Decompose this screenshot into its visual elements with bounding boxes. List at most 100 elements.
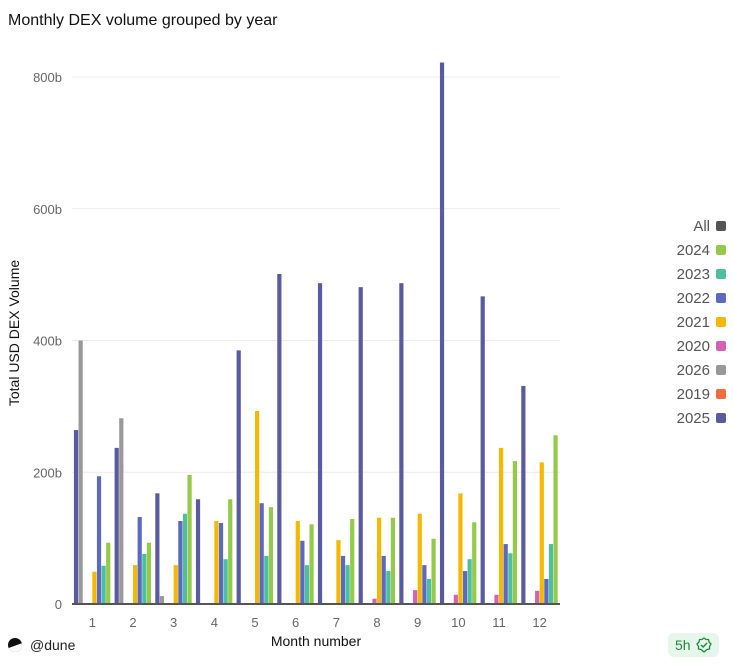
bar-2022-month-3 [178, 520, 183, 604]
bar-2024-month-2 [146, 542, 151, 604]
legend-item-2023[interactable]: 2023 [640, 262, 726, 286]
x-tick-label: 10 [451, 615, 465, 630]
bar-2024-month-10 [472, 522, 477, 604]
brand-label: @dune [30, 637, 76, 653]
bar-2021-month-3 [173, 565, 178, 604]
bar-2026-month-2 [119, 418, 124, 604]
bar-2021-month-4 [214, 520, 219, 604]
bar-2023-month-4 [223, 559, 228, 604]
chart-title: Monthly DEX volume grouped by year [8, 12, 278, 29]
bar-2021-month-12 [539, 462, 544, 604]
x-tick-label: 4 [211, 615, 218, 630]
legend-label: 2024 [676, 241, 710, 259]
x-tick-label: 11 [492, 615, 506, 630]
dune-logo[interactable]: @dune [8, 637, 75, 653]
legend-item-2024[interactable]: 2024 [640, 238, 726, 262]
bar-2024-month-7 [350, 519, 355, 604]
legend-item-2022[interactable]: 2022 [640, 286, 726, 310]
legend-label: 2025 [676, 409, 710, 427]
x-tick-label: 5 [251, 615, 258, 630]
bar-2022-month-10 [462, 571, 468, 604]
bar-2021-month-10 [458, 493, 463, 604]
bar-2025-month-9 [399, 283, 404, 604]
bar-2025-month-4 [195, 499, 201, 604]
bar-2022-month-8 [381, 555, 386, 604]
bar-2022-month-9 [422, 565, 427, 604]
y-tick-label: 600b [33, 202, 62, 217]
y-axis-label: Total USD DEX Volume [6, 260, 22, 406]
legend-swatch [716, 317, 726, 327]
x-tick-label: 3 [170, 615, 177, 630]
legend: All 2024 2023 2022 2021 2020 2026 2019 2025 [640, 214, 726, 430]
bar-2024-month-9 [431, 538, 436, 604]
legend-label: 2021 [676, 313, 710, 331]
legend-label: 2019 [676, 385, 710, 403]
y-tick-label: 200b [33, 465, 62, 480]
legend-item-2019[interactable]: 2019 [640, 382, 726, 406]
bar-2025-month-10 [439, 62, 445, 604]
bar-2023-month-1 [101, 565, 106, 604]
bar-2023-month-9 [426, 578, 432, 604]
bar-2022-month-4 [218, 522, 224, 604]
legend-swatch [716, 293, 726, 303]
bar-2022-month-2 [137, 517, 142, 604]
bar-2024-month-4 [228, 499, 233, 604]
y-tick-label: 0 [55, 597, 62, 612]
x-axis-label: Month number [271, 633, 362, 649]
legend-label: 2020 [676, 337, 710, 355]
x-tick-label: 6 [292, 615, 299, 630]
legend-label: 2022 [676, 289, 710, 307]
bar-2022-month-12 [544, 578, 549, 604]
bar-2021-month-6 [295, 520, 300, 604]
legend-item-2020[interactable]: 2020 [640, 334, 726, 358]
bar-2022-month-11 [503, 544, 508, 604]
bar-2021-month-2 [133, 565, 138, 604]
legend-label: 2023 [676, 265, 710, 283]
x-tick-label: 1 [89, 615, 96, 630]
legend-item-2026[interactable]: 2026 [640, 358, 726, 382]
legend-item-2021[interactable]: 2021 [640, 310, 726, 334]
bar-2025-month-2 [114, 447, 119, 604]
bar-2024-month-6 [309, 524, 314, 604]
x-tick-label: 12 [532, 615, 546, 630]
bar-2024-month-12 [553, 435, 558, 604]
bar-2021-month-5 [255, 410, 260, 604]
bar-2023-month-7 [345, 565, 350, 604]
bar-2026-month-3 [159, 596, 165, 604]
bar-2023-month-5 [264, 555, 269, 604]
freshness-badge[interactable]: 5h [668, 633, 719, 657]
bar-2024-month-11 [512, 461, 517, 604]
legend-swatch [716, 389, 726, 399]
bar-2020-month-8 [372, 598, 377, 604]
y-tick-label: 400b [33, 334, 62, 349]
x-tick-label: 7 [333, 615, 340, 630]
bar-2025-month-8 [358, 287, 363, 604]
bar-2021-month-1 [92, 571, 97, 604]
bar-2025-month-1 [73, 430, 79, 604]
bar-2024-month-8 [390, 517, 395, 604]
legend-swatch [716, 269, 726, 279]
legend-item-All[interactable]: All [640, 214, 726, 238]
freshness-label: 5h [675, 637, 691, 653]
bar-2025-month-6 [277, 273, 282, 604]
check-circle-icon [695, 637, 712, 653]
bar-2024-month-3 [187, 474, 192, 604]
legend-label: 2026 [676, 361, 710, 379]
bar-2025-month-7 [317, 283, 323, 604]
y-tick-label: 800b [33, 70, 62, 85]
bar-2024-month-5 [268, 507, 273, 604]
bar-2020-month-11 [494, 594, 499, 604]
bar-2022-month-1 [96, 476, 102, 604]
legend-item-2025[interactable]: 2025 [640, 406, 726, 430]
bar-2022-month-6 [300, 540, 305, 604]
x-tick-label: 9 [414, 615, 421, 630]
bar-2023-month-12 [548, 544, 554, 604]
bar-2026-month-1 [78, 340, 83, 604]
bar-2023-month-11 [508, 553, 513, 604]
bar-2023-month-6 [304, 565, 310, 604]
x-tick-label: 8 [373, 615, 380, 630]
legend-swatch [716, 341, 726, 351]
bar-2023-month-3 [182, 513, 188, 604]
